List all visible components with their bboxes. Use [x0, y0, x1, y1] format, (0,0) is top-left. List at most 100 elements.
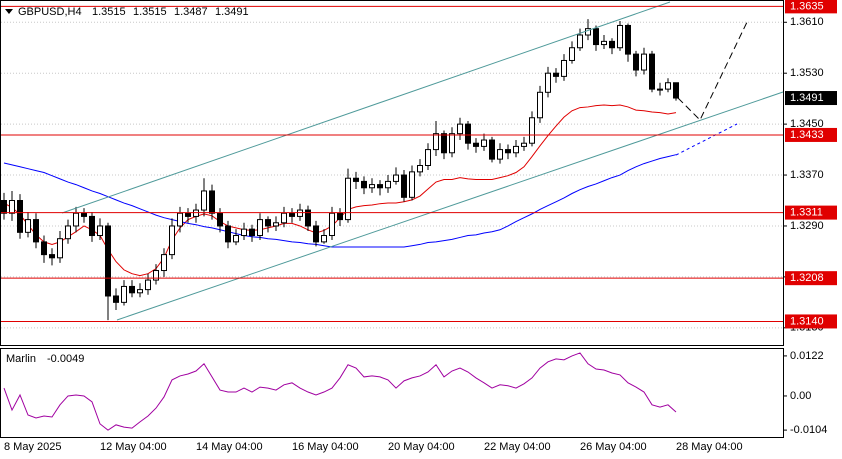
y-tick-label: 1.3370 — [790, 169, 824, 181]
candle-body — [497, 149, 503, 160]
candle-body — [665, 82, 671, 90]
candle-body — [353, 177, 359, 182]
candle-body — [649, 53, 655, 90]
candle-body — [401, 174, 407, 198]
header-low: 1.3487 — [174, 6, 208, 18]
candle-body — [393, 174, 399, 182]
candle-body — [505, 149, 511, 154]
candle-body — [113, 295, 119, 303]
candle-body — [489, 139, 495, 160]
candle-body — [593, 28, 599, 46]
candle-body — [217, 212, 223, 227]
level-label: 1.3635 — [790, 0, 824, 12]
candle-body — [129, 285, 135, 294]
candle-body — [457, 123, 463, 135]
y-tick-label: 1.3290 — [790, 220, 824, 232]
candle-body — [633, 53, 639, 71]
candle-body — [641, 53, 647, 71]
candle-body — [417, 164, 423, 173]
last-price-label: 1.3491 — [790, 92, 824, 104]
candle-body — [305, 209, 311, 227]
moving-average — [3, 154, 677, 248]
candle-body — [513, 145, 519, 154]
candle-body — [97, 225, 103, 237]
candle-body — [657, 88, 663, 91]
y-tick-label: -0.0104 — [790, 424, 827, 436]
level-label-box — [785, 271, 837, 286]
candle-body — [185, 212, 191, 217]
candle-body — [265, 219, 271, 227]
candle-body — [81, 212, 87, 217]
candle-body — [673, 82, 679, 99]
last-price-box — [785, 91, 837, 106]
candle-body — [553, 72, 559, 77]
candle-body — [409, 171, 415, 198]
candle-body — [441, 133, 447, 154]
oscillator-line — [3, 352, 677, 431]
price-panel — [0, 0, 784, 346]
level-label: 1.3140 — [790, 315, 824, 327]
candle-body — [521, 142, 527, 147]
header-open: 1.3515 — [92, 6, 126, 18]
candle-body — [481, 139, 487, 147]
candle-body — [25, 219, 31, 233]
candle-body — [161, 254, 167, 272]
candle-body — [449, 133, 455, 154]
candle-body — [289, 212, 295, 217]
candle-body — [617, 24, 623, 49]
level-label: 1.3311 — [790, 207, 823, 219]
channel-upper — [61, 1, 671, 214]
candle-body — [137, 289, 143, 294]
x-tick-label: 26 May 04:00 — [580, 441, 647, 453]
candle-body — [321, 235, 327, 243]
candle-body — [529, 117, 535, 144]
candle-body — [17, 200, 23, 233]
candle-body — [545, 72, 551, 93]
x-tick-label: 8 May 2025 — [4, 441, 61, 453]
candle-body — [209, 190, 215, 214]
candle-body — [57, 238, 63, 259]
candle-body — [41, 241, 47, 256]
y-tick-label: 1.3530 — [790, 67, 824, 79]
candle-body — [201, 190, 207, 211]
candle-body — [105, 225, 111, 297]
candle-body — [577, 34, 583, 49]
candle-body — [297, 209, 303, 217]
oscillator-panel — [0, 348, 784, 438]
candle-body — [33, 219, 39, 243]
candle-body — [145, 279, 151, 291]
candle-body — [273, 222, 279, 227]
header-close: 1.3491 — [215, 6, 249, 18]
candle-body — [473, 142, 479, 147]
candle-body — [345, 177, 351, 221]
candle-body — [153, 270, 159, 281]
level-label-box — [785, 127, 837, 142]
candle-body — [233, 235, 239, 243]
level-label-box — [785, 205, 837, 220]
level-label: 1.3433 — [790, 129, 824, 141]
candle-body — [249, 228, 255, 237]
indicator-value: -0.0049 — [47, 353, 84, 365]
x-tick-label: 20 May 04:00 — [388, 441, 455, 453]
candle-body — [609, 40, 615, 49]
candle-body — [241, 228, 247, 237]
level-label-box — [785, 0, 837, 14]
candle-body — [257, 219, 263, 237]
candle-body — [1, 200, 7, 214]
x-tick-label: 22 May 04:00 — [484, 441, 551, 453]
candle-body — [465, 123, 471, 144]
y-tick-label: 1.3610 — [790, 16, 824, 28]
candle-body — [425, 149, 431, 166]
x-tick-label: 12 May 04:00 — [100, 441, 167, 453]
candle-body — [169, 225, 175, 256]
symbol: GBPUSD,H4 — [18, 6, 82, 18]
candle-body — [329, 212, 335, 237]
channel-lower — [116, 91, 784, 321]
candle-body — [313, 225, 319, 243]
candle-body — [369, 184, 375, 189]
y-tick-label: 1.3450 — [790, 118, 824, 130]
candle-body — [281, 212, 287, 224]
x-tick-label: 14 May 04:00 — [196, 441, 263, 453]
